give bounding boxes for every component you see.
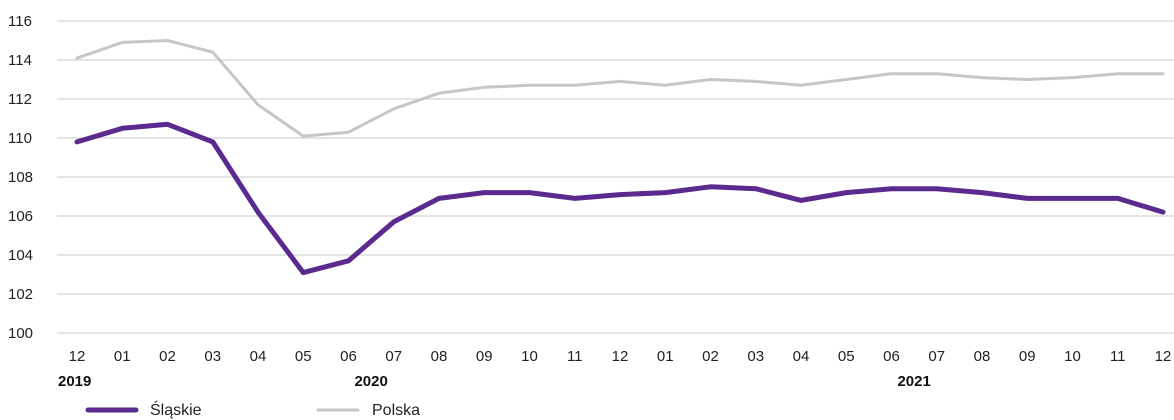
x-tick-label: 05 (295, 348, 312, 365)
x-tick-label: 04 (793, 348, 810, 365)
legend-label: Polska (372, 402, 420, 419)
series-line-slaskie (74, 121, 1166, 276)
x-tick-label: 03 (747, 348, 764, 365)
x-axis-ticks: 12 01 02 03 04 05 06 07 08 09 10 11 12 01 02 03 04 05 06 07… (69, 348, 1172, 365)
x-tick-label: 09 (1019, 348, 1036, 365)
x-tick-label: 08 (431, 348, 448, 365)
x-tick-label: 06 (340, 348, 357, 365)
x-tick-label: 04 (250, 348, 267, 365)
y-tick-label: 100 (8, 325, 33, 342)
x-tick-label: 01 (657, 348, 674, 365)
x-tick-label: 12 (1155, 348, 1172, 365)
y-axis-ticks: 100 102 104 106 108 110 112 114 116 (8, 13, 33, 342)
y-tick-label: 116 (8, 13, 32, 30)
x-tick-label: 07 (385, 348, 402, 365)
x-tick-label: 05 (838, 348, 855, 365)
x-tick-label: 09 (476, 348, 493, 365)
x-tick-label: 11 (1110, 348, 1126, 365)
y-tick-label: 108 (8, 169, 33, 186)
x-tick-label: 12 (69, 348, 86, 365)
y-tick-label: 110 (8, 130, 32, 147)
x-tick-label: 10 (521, 348, 538, 365)
x-tick-label: 02 (159, 348, 176, 365)
series-line-polska (75, 39, 1165, 138)
x-tick-label: 03 (204, 348, 221, 365)
y-tick-label: 114 (8, 52, 32, 69)
year-labels: 2019 2020 2021 (58, 373, 931, 390)
x-tick-label: 10 (1064, 348, 1081, 365)
y-tick-label: 112 (8, 91, 32, 108)
series-lines (74, 39, 1166, 276)
y-tick-label: 106 (8, 208, 33, 225)
x-tick-label: 08 (974, 348, 991, 365)
x-tick-label: 07 (928, 348, 945, 365)
y-tick-label: 102 (8, 286, 33, 303)
grid-lines (57, 20, 1174, 334)
year-label: 2019 (58, 373, 91, 390)
x-tick-label: 11 (567, 348, 583, 365)
y-tick-label: 104 (8, 247, 33, 264)
legend-label: Śląskie (150, 400, 202, 419)
legend: Śląskie Polska (85, 400, 420, 419)
year-label: 2021 (897, 373, 930, 390)
x-tick-label: 12 (612, 348, 629, 365)
x-tick-label: 02 (702, 348, 719, 365)
x-tick-label: 01 (114, 348, 131, 365)
year-label: 2020 (354, 373, 387, 390)
x-tick-label: 06 (883, 348, 900, 365)
